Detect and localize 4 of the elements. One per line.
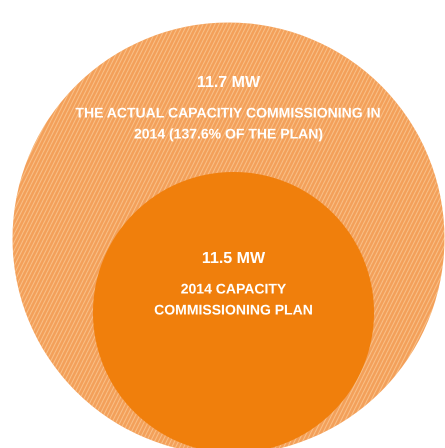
category-label: 2014 CAPACITY COMMISSIONING PLAN xyxy=(154,280,313,318)
data-label: 11.5 MW xyxy=(202,250,266,267)
data-label: 11.7 MW xyxy=(196,74,261,91)
category-label: THE ACTUAL CAPACITIY COMMISSIONING IN 2014 (137.6% OF THE PLAN) xyxy=(75,104,381,142)
